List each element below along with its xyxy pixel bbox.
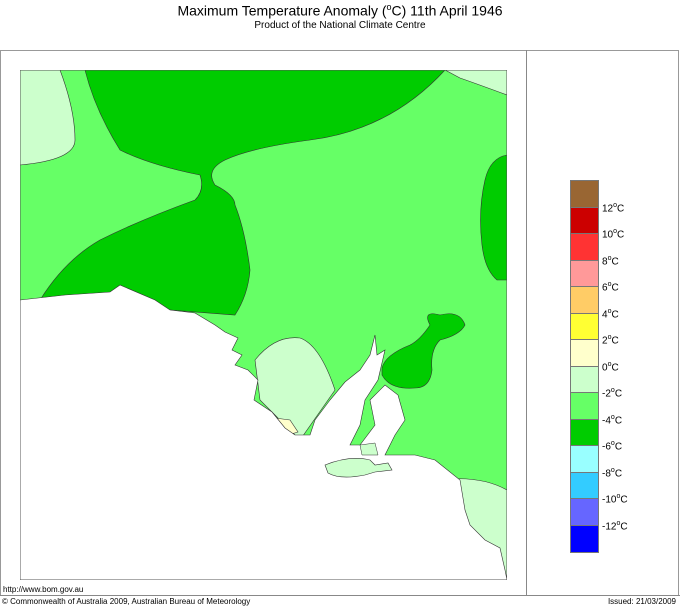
legend-swatch [571, 525, 598, 552]
degree-symbol: o [386, 2, 392, 12]
legend-label: -8oC [602, 466, 623, 479]
legend-label: -4oC [602, 413, 623, 426]
anomaly-map [20, 70, 507, 580]
kangaroo-island [324, 458, 393, 478]
zone-nw-light [20, 70, 76, 166]
legend-label: 10oC [602, 228, 625, 241]
ocean [20, 284, 507, 580]
title-prefix: Maximum Temperature Anomaly ( [177, 2, 387, 19]
footer-divider [0, 595, 680, 596]
map-title: Maximum Temperature Anomaly (oC) 11th Ap… [0, 2, 680, 19]
zone-dark-gulf [381, 313, 466, 389]
source-url[interactable]: http://www.bom.gov.au [3, 585, 84, 594]
copyright-text: © Commonwealth of Australia 2009, Austra… [2, 597, 251, 606]
legend-swatch [571, 472, 598, 499]
legend-divider [526, 50, 527, 595]
legend-swatch [571, 181, 598, 208]
legend-swatch [571, 366, 598, 393]
title-suffix: C) 11th April 1946 [391, 2, 503, 19]
yorke-tip [359, 442, 379, 456]
legend-label: 12oC [602, 201, 625, 214]
legend-swatch [571, 287, 598, 314]
legend-swatch [571, 419, 598, 446]
legend-segments [571, 181, 598, 552]
legend-swatch [571, 313, 598, 340]
legend-label: 0oC [602, 360, 619, 373]
legend-label: -2oC [602, 387, 623, 400]
legend-swatch [571, 234, 598, 261]
legend-label: -12oC [602, 519, 628, 532]
legend-swatch [571, 207, 598, 234]
legend-label: 4oC [602, 307, 619, 320]
legend-label: 2oC [602, 334, 619, 347]
legend-colorbar [570, 180, 599, 553]
zone-eyre-light [254, 337, 336, 441]
legend-swatch [571, 446, 598, 473]
legend-swatch [571, 393, 598, 420]
zone-dark-east [480, 154, 507, 281]
legend-label: 6oC [602, 281, 619, 294]
legend-swatch [571, 499, 598, 526]
legend-label: 8oC [602, 254, 619, 267]
issued-date: Issued: 21/03/2009 [607, 597, 676, 606]
legend-label: -6oC [602, 440, 623, 453]
legend-label: -10oC [602, 493, 628, 506]
zone-dark-center [39, 70, 446, 316]
figure-frame [0, 50, 679, 595]
legend-swatch [571, 340, 598, 367]
map-subtitle: Product of the National Climate Centre [254, 20, 426, 31]
legend-swatch [571, 260, 598, 287]
